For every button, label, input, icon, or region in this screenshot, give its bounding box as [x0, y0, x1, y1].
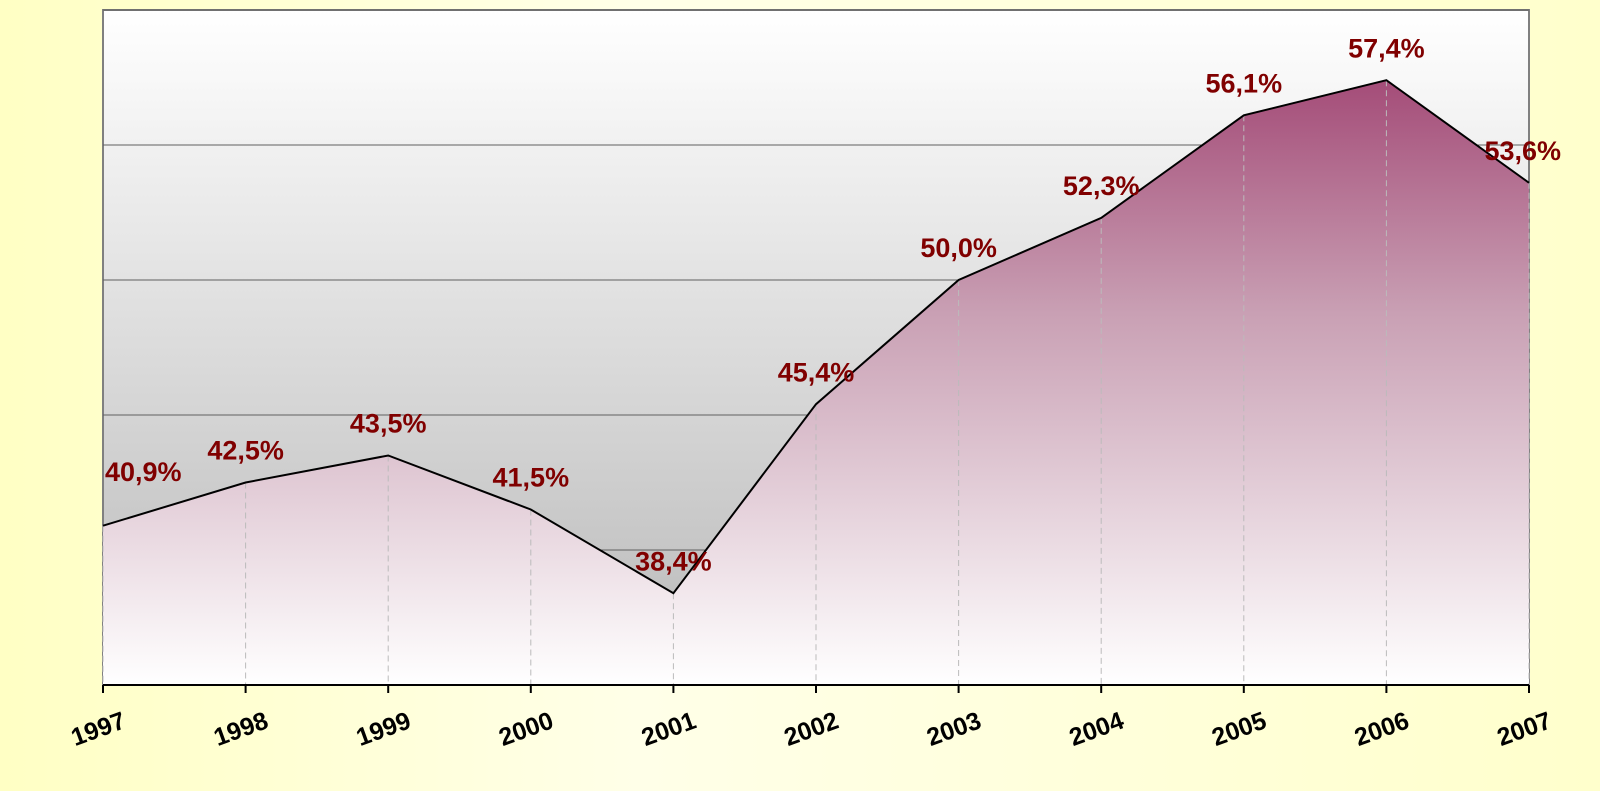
- line: [102, 79, 1530, 595]
- x-tick-label: 2003: [923, 707, 985, 752]
- x-tick-label: 1999: [353, 707, 415, 752]
- value-label: 40,9%: [105, 457, 182, 487]
- x-tick-label: 2007: [1493, 707, 1555, 752]
- value-label: 57,4%: [1348, 33, 1425, 63]
- value-label: 56,1%: [1206, 68, 1283, 98]
- x-tick-label: 1997: [67, 707, 129, 752]
- value-label: 53,6%: [1484, 136, 1561, 166]
- value-label: 38,4%: [635, 546, 712, 576]
- x-tick-label: 1998: [210, 707, 272, 752]
- x-tick-label: 2002: [780, 707, 842, 752]
- x-tick-label: 2005: [1208, 707, 1270, 752]
- value-label: 43,5%: [350, 409, 427, 439]
- value-label: 50,0%: [920, 233, 997, 263]
- value-label: 45,4%: [778, 357, 855, 387]
- value-label: 52,3%: [1063, 171, 1140, 201]
- x-tick-label: 2004: [1066, 707, 1128, 752]
- area: [103, 80, 1529, 685]
- x-tick-label: 2000: [495, 707, 557, 752]
- value-label: 41,5%: [493, 463, 570, 493]
- x-tick-label: 2006: [1351, 707, 1413, 752]
- value-label: 42,5%: [207, 436, 284, 466]
- x-tick-label: 2001: [638, 707, 700, 752]
